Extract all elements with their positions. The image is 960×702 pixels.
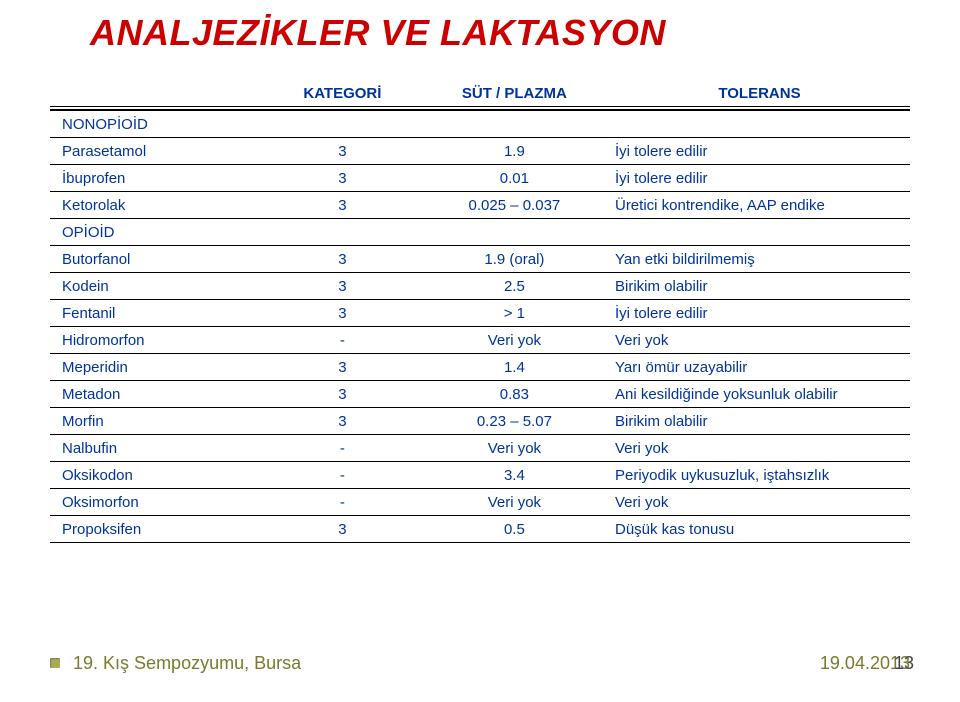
cell-drug-name: Meperidin — [50, 354, 265, 381]
cell-drug-name: İbuprofen — [50, 165, 265, 192]
table-row: Metadon30.83Ani kesildiğinde yoksunluk o… — [50, 381, 910, 408]
cell-drug-name: Metadon — [50, 381, 265, 408]
section-label: NONOPİOİD — [50, 111, 910, 138]
cell-drug-name: Butorfanol — [50, 246, 265, 273]
slide-page: ANALJEZİKLER VE LAKTASYON KATEGORİ SÜT /… — [0, 0, 960, 702]
cell-drug-name: Kodein — [50, 273, 265, 300]
cell-drug-name: Oksimorfon — [50, 489, 265, 516]
cell-tolerance: Veri yok — [609, 327, 910, 354]
cell-category: 3 — [265, 165, 420, 192]
cell-sut-plazma: 2.5 — [420, 273, 609, 300]
cell-drug-name: Hidromorfon — [50, 327, 265, 354]
cell-sut-plazma: 0.23 – 5.07 — [420, 408, 609, 435]
table-section-row: NONOPİOİD — [50, 111, 910, 138]
cell-sut-plazma: 1.9 — [420, 138, 609, 165]
col-header-sut: SÜT / PLAZMA — [420, 80, 609, 108]
cell-category: 3 — [265, 408, 420, 435]
cell-sut-plazma: 0.025 – 0.037 — [420, 192, 609, 219]
cell-drug-name: Propoksifen — [50, 516, 265, 543]
cell-category: - — [265, 327, 420, 354]
table-row: Ketorolak30.025 – 0.037Üretici kontrendi… — [50, 192, 910, 219]
cell-category: 3 — [265, 354, 420, 381]
cell-tolerance: İyi tolere edilir — [609, 138, 910, 165]
cell-category: 3 — [265, 192, 420, 219]
table-row: Oksikodon-3.4Periyodik uykusuzluk, iştah… — [50, 462, 910, 489]
cell-drug-name: Oksikodon — [50, 462, 265, 489]
cell-tolerance: İyi tolere edilir — [609, 165, 910, 192]
cell-sut-plazma: 3.4 — [420, 462, 609, 489]
table-row: Hidromorfon-Veri yokVeri yok — [50, 327, 910, 354]
table-row: Nalbufin-Veri yokVeri yok — [50, 435, 910, 462]
cell-drug-name: Nalbufin — [50, 435, 265, 462]
analgesics-table: KATEGORİ SÜT / PLAZMA TOLERANS NONOPİOİD… — [50, 80, 910, 543]
cell-category: 3 — [265, 300, 420, 327]
slide-footer: 19. Kış Sempozyumu, Bursa 19.04.2013 13 — [50, 653, 910, 674]
cell-category: 3 — [265, 138, 420, 165]
cell-sut-plazma: 0.83 — [420, 381, 609, 408]
table-header-row: KATEGORİ SÜT / PLAZMA TOLERANS — [50, 80, 910, 108]
cell-tolerance: Birikim olabilir — [609, 273, 910, 300]
table-row: Parasetamol31.9İyi tolere edilir — [50, 138, 910, 165]
cell-sut-plazma: Veri yok — [420, 327, 609, 354]
table-row: Oksimorfon-Veri yokVeri yok — [50, 489, 910, 516]
cell-tolerance: Üretici kontrendike, AAP endike — [609, 192, 910, 219]
col-header-empty — [50, 80, 265, 108]
cell-tolerance: Yarı ömür uzayabilir — [609, 354, 910, 381]
cell-sut-plazma: 1.4 — [420, 354, 609, 381]
table-row: Fentanil3> 1İyi tolere edilir — [50, 300, 910, 327]
col-header-category: KATEGORİ — [265, 80, 420, 108]
footer-left-text: 19. Kış Sempozyumu, Bursa — [73, 653, 301, 673]
cell-drug-name: Morfin — [50, 408, 265, 435]
section-label: OPİOİD — [50, 219, 910, 246]
cell-drug-name: Fentanil — [50, 300, 265, 327]
cell-tolerance: Ani kesildiğinde yoksunluk olabilir — [609, 381, 910, 408]
cell-category: 3 — [265, 246, 420, 273]
page-title: ANALJEZİKLER VE LAKTASYON — [90, 12, 910, 54]
table-row: Kodein32.5Birikim olabilir — [50, 273, 910, 300]
cell-tolerance: Birikim olabilir — [609, 408, 910, 435]
cell-sut-plazma: 0.01 — [420, 165, 609, 192]
cell-category: 3 — [265, 381, 420, 408]
cell-tolerance: Veri yok — [609, 435, 910, 462]
cell-sut-plazma: Veri yok — [420, 489, 609, 516]
cell-tolerance: Periyodik uykusuzluk, iştahsızlık — [609, 462, 910, 489]
table-section-row: OPİOİD — [50, 219, 910, 246]
cell-sut-plazma: 0.5 — [420, 516, 609, 543]
table-row: Morfin30.23 – 5.07Birikim olabilir — [50, 408, 910, 435]
cell-tolerance: Veri yok — [609, 489, 910, 516]
cell-category: - — [265, 435, 420, 462]
footer-page-number: 13 — [894, 653, 914, 674]
cell-tolerance: Düşük kas tonusu — [609, 516, 910, 543]
cell-sut-plazma: 1.9 (oral) — [420, 246, 609, 273]
cell-sut-plazma: > 1 — [420, 300, 609, 327]
cell-sut-plazma: Veri yok — [420, 435, 609, 462]
table-row: Propoksifen30.5Düşük kas tonusu — [50, 516, 910, 543]
cell-category: - — [265, 462, 420, 489]
cell-tolerance: İyi tolere edilir — [609, 300, 910, 327]
table-row: İbuprofen30.01İyi tolere edilir — [50, 165, 910, 192]
bullet-icon — [50, 658, 60, 668]
footer-left: 19. Kış Sempozyumu, Bursa — [50, 653, 301, 674]
col-header-tolerance: TOLERANS — [609, 80, 910, 108]
table-row: Butorfanol31.9 (oral)Yan etki bildirilme… — [50, 246, 910, 273]
cell-category: 3 — [265, 273, 420, 300]
cell-category: - — [265, 489, 420, 516]
table-row: Meperidin31.4Yarı ömür uzayabilir — [50, 354, 910, 381]
cell-category: 3 — [265, 516, 420, 543]
cell-drug-name: Parasetamol — [50, 138, 265, 165]
cell-drug-name: Ketorolak — [50, 192, 265, 219]
cell-tolerance: Yan etki bildirilmemiş — [609, 246, 910, 273]
